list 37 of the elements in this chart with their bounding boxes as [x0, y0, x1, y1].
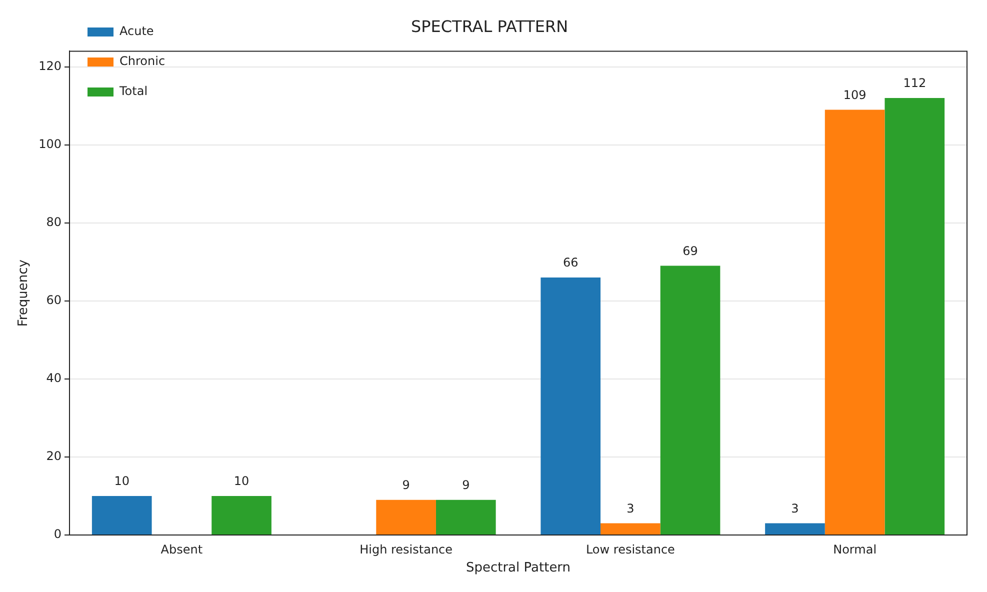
bar — [92, 496, 152, 534]
bar — [540, 277, 601, 534]
y-tick-label: 60 — [46, 293, 62, 308]
bar — [436, 500, 496, 534]
legend-label: Acute — [120, 24, 154, 38]
y-tick-label: 100 — [38, 136, 62, 151]
data-label: 69 — [682, 244, 698, 258]
data-label: 3 — [626, 501, 634, 516]
y-tick-label: 20 — [46, 449, 62, 464]
x-tick-label: Normal — [833, 542, 877, 556]
bar — [376, 500, 436, 534]
y-axis-title: Frequency — [16, 259, 32, 327]
data-label: 9 — [402, 478, 410, 492]
data-label: 109 — [843, 88, 866, 102]
data-label: 112 — [903, 76, 926, 90]
bar — [212, 496, 272, 534]
data-label: 10 — [234, 474, 250, 488]
y-tick-label: 40 — [46, 371, 62, 386]
y-tick-label: 80 — [46, 214, 62, 229]
x-tick-label: Low resistance — [586, 542, 675, 556]
legend-label: Total — [118, 84, 148, 98]
data-label: 3 — [791, 501, 799, 516]
x-tick-label: Absent — [160, 542, 203, 556]
x-tick-label: High resistance — [360, 542, 453, 556]
bar — [765, 523, 825, 534]
bar — [884, 98, 945, 534]
data-label: 66 — [562, 256, 578, 270]
bar — [660, 266, 720, 534]
data-label: 10 — [114, 474, 130, 488]
y-tick-label: 120 — [38, 58, 62, 73]
chart-title: SPECTRAL PATTERN — [410, 16, 568, 36]
data-label: 9 — [462, 478, 470, 492]
legend-label: Chronic — [120, 54, 166, 68]
x-axis-title: Spectral Pattern — [466, 560, 571, 576]
bar — [600, 523, 660, 534]
y-tick-label: 0 — [54, 527, 62, 542]
bar — [824, 110, 885, 534]
